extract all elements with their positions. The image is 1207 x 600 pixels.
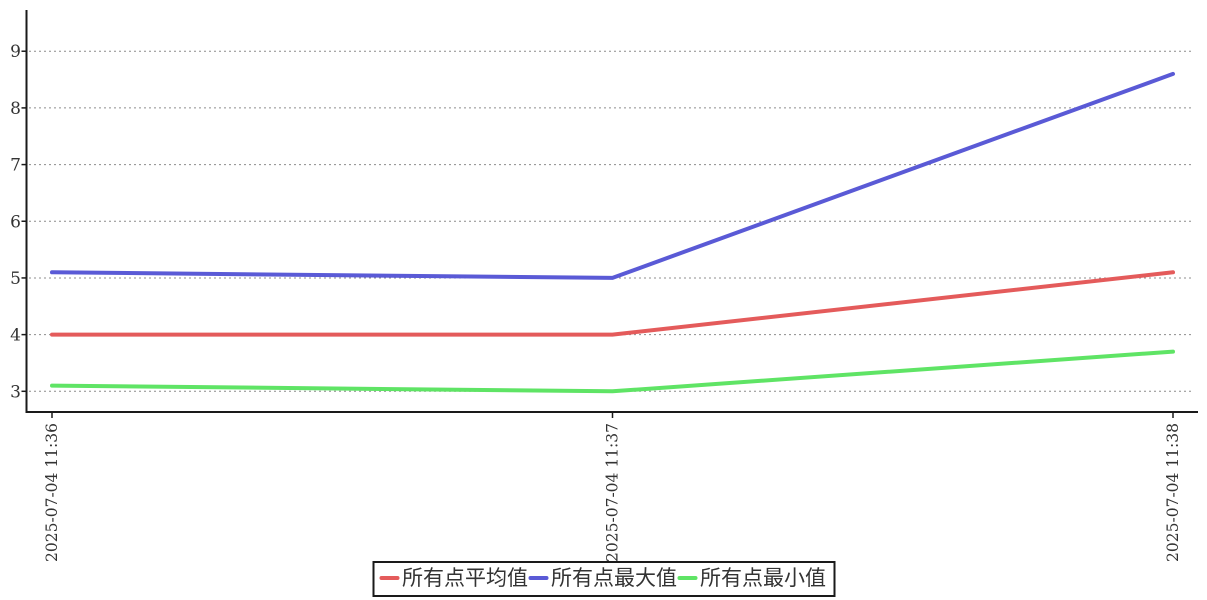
y-tick-label-6: 6 — [10, 212, 21, 232]
y-tick-label-7: 7 — [10, 156, 21, 176]
y-tick-label-4: 4 — [10, 326, 21, 346]
y-tick-label-5: 5 — [10, 269, 21, 289]
legend-item-min: 所有点最小值 — [677, 564, 826, 592]
chart-legend: 所有点平均值 所有点最大值 所有点最小值 — [372, 561, 835, 597]
series-line-min — [50, 349, 1175, 394]
legend-label-max: 所有点最大值 — [551, 566, 677, 590]
legend-item-average: 所有点平均值 — [379, 564, 528, 592]
y-tick-label-9: 9 — [10, 42, 21, 62]
x-tick-label-0: 2025-07-04 11:36 — [43, 423, 61, 562]
legend-marker-average — [379, 576, 399, 580]
legend-label-average: 所有点平均值 — [402, 566, 528, 590]
y-tick-label-3: 3 — [10, 382, 21, 402]
legend-marker-max — [528, 576, 548, 580]
x-tick-label-2: 2025-07-04 11:38 — [1164, 423, 1182, 562]
legend-item-max: 所有点最大值 — [528, 564, 677, 592]
x-tick-label-1: 2025-07-04 11:37 — [604, 423, 622, 562]
series-line-max — [50, 71, 1175, 280]
legend-marker-min — [677, 576, 697, 580]
y-tick-label-8: 8 — [10, 99, 21, 119]
legend-label-min: 所有点最小值 — [700, 566, 826, 590]
series-line-average — [50, 270, 1175, 337]
